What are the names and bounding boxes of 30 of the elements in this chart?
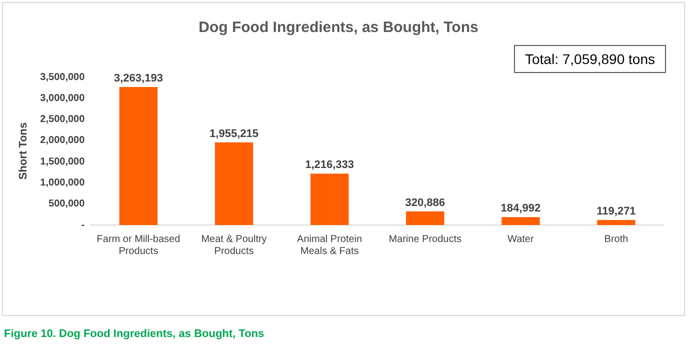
y-axis-title: Short Tons — [18, 122, 30, 180]
data-label: 1,216,333 — [305, 159, 354, 172]
y-tick-label: 2,000,000 — [40, 135, 86, 146]
chart-title: Dog Food Ingredients, as Bought, Tons — [198, 19, 478, 36]
bar — [214, 142, 254, 225]
x-tick-label: Water — [508, 234, 534, 245]
data-label: 119,271 — [596, 205, 636, 218]
caption: Figure 10. Dog Food Ingredients, as Bought, Tons — [4, 328, 264, 340]
data-label: 3,263,193 — [114, 72, 163, 85]
bar — [502, 217, 540, 225]
y-tick-label: 3,000,000 — [40, 92, 86, 104]
x-tick-label: Marine Products — [388, 234, 462, 245]
x-tick-label: Farm or Mill-based Products — [96, 234, 180, 257]
x-tick-label: Animal Protein Meals & Fats — [297, 234, 362, 257]
y-tick-label: 3,500,000 — [40, 72, 86, 83]
data-label: 320,886 — [405, 196, 446, 209]
x-tick-label: Meat & Poultry Products — [201, 234, 267, 257]
text: Total: 7,059,890 tons — [514, 45, 666, 73]
bar — [406, 211, 444, 225]
bar — [119, 87, 158, 225]
y-tick-label: 500,000 — [48, 198, 86, 210]
y-tick-label: - — [81, 220, 85, 231]
data-label: 184,992 — [500, 202, 541, 215]
y-tick-label: 1,500,000 — [40, 156, 86, 168]
y-tick-label: 1,000,000 — [40, 177, 86, 188]
data-label: 1,955,215 — [210, 128, 258, 140]
bar — [597, 220, 636, 225]
y-tick-label: 2,500,000 — [40, 114, 86, 126]
bar — [310, 174, 349, 225]
x-tick-label: Broth — [604, 234, 628, 245]
